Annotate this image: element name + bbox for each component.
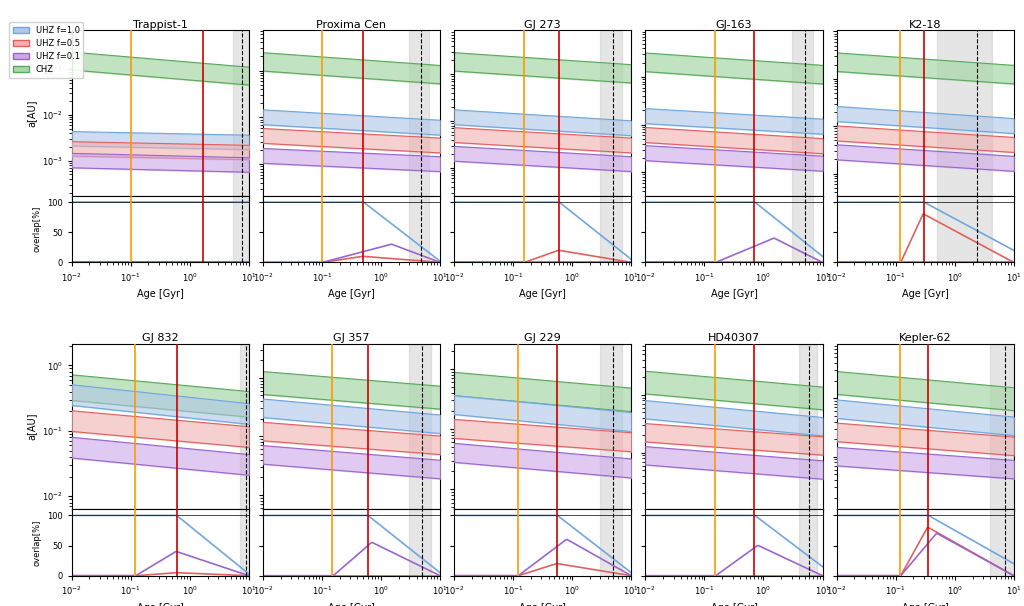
Bar bbox=[990, 344, 1014, 510]
Legend: UHZ f=1.0, UHZ f=0.5, UHZ f=0.1, CHZ: UHZ f=1.0, UHZ f=0.5, UHZ f=0.1, CHZ bbox=[9, 22, 83, 78]
Title: GJ 832: GJ 832 bbox=[142, 333, 178, 343]
X-axis label: Age [Gyr]: Age [Gyr] bbox=[902, 290, 948, 299]
Title: GJ 229: GJ 229 bbox=[524, 333, 561, 343]
Title: Trappist-1: Trappist-1 bbox=[133, 19, 187, 30]
Bar bbox=[990, 510, 1014, 576]
X-axis label: Age [Gyr]: Age [Gyr] bbox=[137, 603, 183, 606]
Bar bbox=[410, 344, 431, 510]
Bar bbox=[792, 30, 813, 196]
Bar bbox=[937, 196, 992, 262]
X-axis label: Age [Gyr]: Age [Gyr] bbox=[711, 290, 758, 299]
Title: Proxima Cen: Proxima Cen bbox=[316, 19, 386, 30]
Bar bbox=[600, 30, 623, 196]
Y-axis label: overlap[%]: overlap[%] bbox=[33, 519, 41, 566]
Title: K2-18: K2-18 bbox=[909, 19, 941, 30]
X-axis label: Age [Gyr]: Age [Gyr] bbox=[711, 603, 758, 606]
Bar bbox=[410, 196, 429, 262]
Bar bbox=[799, 510, 817, 576]
Bar bbox=[799, 344, 817, 510]
Bar bbox=[600, 344, 623, 510]
Y-axis label: a[AU]: a[AU] bbox=[27, 413, 36, 440]
X-axis label: Age [Gyr]: Age [Gyr] bbox=[902, 603, 948, 606]
X-axis label: Age [Gyr]: Age [Gyr] bbox=[328, 290, 375, 299]
Title: GJ-163: GJ-163 bbox=[716, 19, 753, 30]
Bar bbox=[600, 510, 623, 576]
Bar bbox=[233, 30, 248, 196]
Title: Kepler-62: Kepler-62 bbox=[899, 333, 951, 343]
Bar bbox=[792, 196, 813, 262]
Title: HD40307: HD40307 bbox=[708, 333, 760, 343]
Bar bbox=[233, 196, 248, 262]
Title: GJ 357: GJ 357 bbox=[333, 333, 370, 343]
Y-axis label: overlap[%]: overlap[%] bbox=[33, 206, 41, 253]
Bar bbox=[240, 510, 251, 576]
X-axis label: Age [Gyr]: Age [Gyr] bbox=[519, 290, 566, 299]
Bar bbox=[410, 30, 429, 196]
Bar bbox=[937, 30, 992, 196]
X-axis label: Age [Gyr]: Age [Gyr] bbox=[328, 603, 375, 606]
X-axis label: Age [Gyr]: Age [Gyr] bbox=[519, 603, 566, 606]
Y-axis label: a[AU]: a[AU] bbox=[27, 99, 36, 127]
Bar bbox=[240, 344, 251, 510]
Bar bbox=[410, 510, 431, 576]
Title: GJ 273: GJ 273 bbox=[524, 19, 561, 30]
Bar bbox=[600, 196, 623, 262]
X-axis label: Age [Gyr]: Age [Gyr] bbox=[137, 290, 183, 299]
